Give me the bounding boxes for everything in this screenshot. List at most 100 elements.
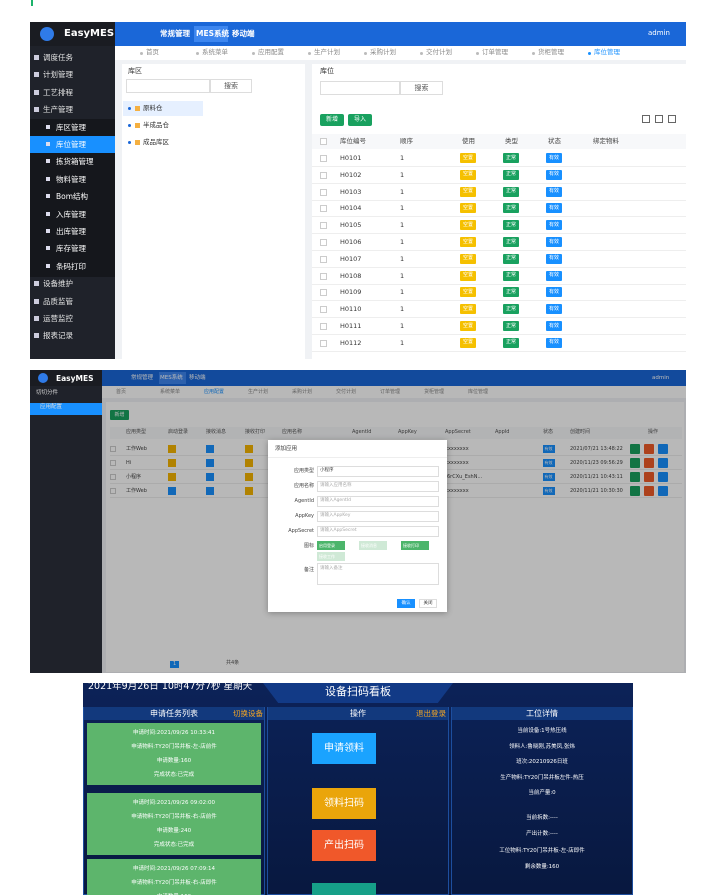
field-input	[317, 496, 439, 507]
tab[interactable]: 首页	[146, 48, 159, 56]
field-value[interactable]: 请输入应用名称	[320, 483, 352, 488]
tab[interactable]: 订单管理	[380, 389, 401, 395]
menu-item[interactable]: 运营监控	[43, 314, 73, 323]
import-button-text[interactable]: 导入	[353, 116, 366, 123]
action-button-text[interactable]: 申请领料	[324, 743, 364, 754]
submenu-item[interactable]: 库存管理	[56, 244, 86, 254]
user-name[interactable]: admin	[652, 375, 670, 381]
checkbox	[320, 171, 327, 179]
menu-item[interactable]: 计划管理	[43, 70, 73, 80]
badge-text: 空置	[462, 188, 473, 195]
tab[interactable]: 生产计划	[248, 389, 269, 395]
remark-placeholder[interactable]: 请输入备注	[320, 566, 343, 571]
tab[interactable]: 货柜管理	[424, 389, 445, 395]
tab[interactable]: 订单管理	[482, 48, 508, 56]
tab[interactable]: 系统菜单	[202, 48, 228, 56]
tab[interactable]: 货柜管理	[538, 48, 564, 56]
action-button-text[interactable]: 领料扫码	[324, 798, 364, 809]
icon-option-text[interactable]: 接收消息	[361, 542, 377, 548]
table-header	[110, 427, 682, 439]
submenu-item[interactable]: 库区管理	[56, 122, 86, 132]
search-button-text[interactable]: 搜索	[414, 84, 429, 92]
cell: H0102	[340, 170, 362, 179]
submenu-item[interactable]: 出库管理	[56, 227, 86, 236]
field-value[interactable]: 请输入AppKey	[320, 513, 351, 518]
field-value[interactable]: 小程序	[320, 468, 334, 473]
cell: Hi	[126, 460, 132, 466]
submenu-item[interactable]: 条码打印	[56, 261, 86, 271]
tab[interactable]: 交付计划	[336, 389, 357, 395]
field-value[interactable]: 请输入AgentId	[320, 498, 352, 503]
menu-item[interactable]: 切切分件	[36, 390, 59, 396]
column-title: 操作	[350, 709, 366, 718]
close-text[interactable]: 关闭	[423, 600, 433, 606]
badge	[503, 270, 519, 281]
cell: 2020/11/23 09:56:29	[570, 460, 623, 466]
icon-option-text[interactable]: 接收工作	[319, 553, 335, 559]
submenu-item[interactable]: 库位管理	[56, 140, 86, 149]
menu-item[interactable]: 应用配置	[40, 404, 63, 410]
tree-node[interactable]: 半成品仓	[143, 121, 169, 129]
flag-badge	[168, 473, 176, 481]
badge-text: 有效	[548, 238, 559, 245]
top-nav-item[interactable]: MES系统	[196, 29, 229, 38]
tree-node[interactable]: 成品库区	[143, 138, 169, 146]
menu-item[interactable]: 调度任务	[43, 53, 73, 62]
menu-item[interactable]: 生产管理	[43, 105, 73, 115]
tab[interactable]: 采购计划	[292, 389, 313, 395]
tab[interactable]: 应用配置	[204, 389, 225, 395]
row-divider	[312, 350, 686, 352]
card-title: 库区	[128, 67, 142, 75]
submenu-item[interactable]: 入库管理	[56, 209, 86, 219]
search-input	[126, 79, 210, 93]
add-button-text[interactable]: 新增	[325, 116, 338, 123]
icon-option-text[interactable]: 启用登录	[319, 542, 335, 548]
tab[interactable]: 库位管理	[468, 389, 489, 395]
add-button-text[interactable]: 新增	[114, 411, 125, 418]
logout-link[interactable]: 退出登录	[416, 709, 446, 718]
submenu-item[interactable]: 物料管理	[56, 174, 86, 184]
admin-panel-apps: EasyMES 切切分件 应用配置 常规管理 MES系统 移动端 admin 首页 系统菜单 应用…	[30, 370, 686, 673]
top-nav-item[interactable]: 移动端	[232, 29, 255, 38]
menu-item[interactable]: 报表记录	[43, 331, 73, 341]
field-value[interactable]: 请输入AppSecret	[320, 528, 357, 533]
cell: H0110	[340, 305, 362, 314]
remark-input	[317, 563, 439, 585]
menu-item[interactable]: 设备维护	[43, 279, 73, 289]
icon-option	[359, 541, 387, 550]
menu-item[interactable]: 品质监管	[43, 296, 73, 306]
tab[interactable]: 交付计划	[426, 48, 452, 56]
switch-link[interactable]: 切换设备	[233, 709, 263, 718]
search-button-text[interactable]: 搜索	[224, 82, 238, 90]
tab[interactable]: 库位管理	[594, 48, 620, 56]
pager-page[interactable]: 1	[170, 661, 180, 668]
accent-mark	[31, 0, 33, 6]
tab[interactable]: 系统菜单	[160, 389, 181, 395]
row-divider	[312, 216, 686, 218]
logo-icon	[40, 27, 54, 41]
top-nav-item[interactable]: 移动端	[189, 375, 206, 381]
action-button-text[interactable]: 产出扫码	[324, 840, 364, 851]
flag-badge	[245, 459, 253, 467]
close-button	[419, 599, 437, 608]
top-nav-item[interactable]: 常规管理	[160, 29, 190, 38]
tab[interactable]: 生产计划	[314, 48, 340, 56]
menu-item[interactable]: 工艺排程	[43, 87, 73, 97]
tab[interactable]: 应用配置	[258, 48, 284, 56]
submenu-item[interactable]: 拣货箱管理	[56, 157, 94, 167]
tab[interactable]: 采购计划	[370, 48, 396, 56]
tree-node[interactable]: 原料仓	[143, 104, 163, 112]
user-name[interactable]: admin	[648, 29, 670, 37]
cell: 2021/07/21 13:48:22	[570, 446, 623, 452]
badge-text: 正常	[505, 154, 516, 161]
action-button	[658, 444, 668, 454]
column-header-bar	[452, 707, 632, 720]
badge	[460, 253, 476, 264]
icon-option-text[interactable]: 接收打印	[403, 542, 419, 548]
tab[interactable]: 首页	[116, 389, 127, 395]
submenu-item[interactable]: Bom结构	[56, 192, 89, 202]
confirm-text[interactable]: 确认	[401, 600, 411, 606]
top-nav-item[interactable]: 常规管理	[131, 375, 154, 381]
top-nav-item[interactable]: MES系统	[160, 375, 183, 381]
submenu-icon	[46, 194, 50, 199]
